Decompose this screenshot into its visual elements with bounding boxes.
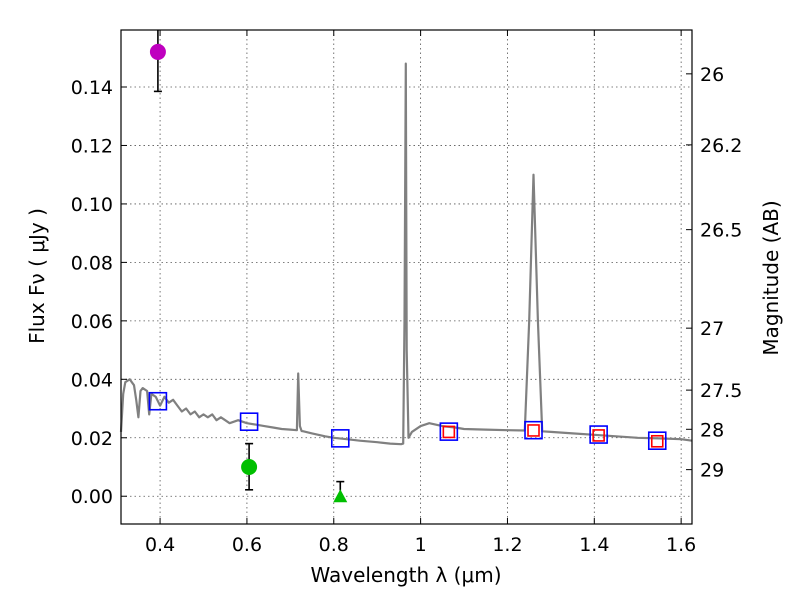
x-tick-label: 0.4 [145, 534, 175, 556]
model-photometry-marker [589, 425, 608, 444]
right-tick-label: 26.5 [700, 220, 742, 242]
right-tick-label: 29 [700, 460, 724, 482]
model-photometry-marker [442, 425, 456, 439]
x-tick-label: 1.6 [666, 534, 696, 556]
y-tick-label: 0.10 [71, 194, 113, 216]
x-tick-label: 1.4 [579, 534, 609, 556]
model-photometry-marker [647, 431, 667, 450]
right-tick-label: 28 [700, 419, 724, 441]
y-tick-label: 0.00 [71, 486, 113, 508]
y-tick-label: 0.02 [71, 428, 113, 450]
y-tick-label: 0.14 [71, 77, 113, 99]
x-axis-label: Wavelength λ (μm) [310, 563, 501, 587]
y-axis-label: Flux Fν ( μJy ) [25, 208, 49, 344]
model-photometry-marker [524, 420, 543, 440]
x-tick-label: 1.2 [492, 534, 522, 556]
points-layer [148, 30, 667, 503]
model-photometry-marker [239, 412, 259, 431]
x-tick-label: 0.6 [232, 534, 262, 556]
right-tick-label: 27.5 [700, 380, 742, 402]
model-photometry-marker [439, 422, 459, 441]
y-tick-label: 0.08 [71, 252, 113, 274]
gridlines [121, 30, 692, 524]
x-tick-label: 1 [415, 534, 427, 556]
right-tick-label: 26 [700, 64, 724, 86]
plot-frame [120, 29, 693, 525]
data-point [241, 459, 258, 475]
model-photometry-marker [527, 424, 540, 437]
spectrum-layer [119, 62, 693, 446]
model-photometry-marker [330, 429, 350, 448]
data-point [149, 43, 166, 60]
right-tick-label: 27 [700, 318, 724, 340]
ticks-layer: 0.4 0.6 0.8 1 1.2 1.4 1.6 0.00 0.02 0.04 0.06 0.08 0… [71, 30, 742, 556]
right-tick-label: 26.2 [700, 135, 742, 157]
model-spectrum-line [119, 62, 693, 446]
upper-limit-marker [333, 489, 348, 503]
y-tick-label: 0.12 [71, 135, 113, 157]
right-y-axis-label: Magnitude (AB) [759, 200, 783, 355]
model-photometry-marker [592, 429, 605, 442]
model-photometry-marker [650, 434, 664, 448]
y-tick-label: 0.04 [71, 369, 113, 391]
x-tick-label: 0.8 [319, 534, 349, 556]
model-photometry-marker [148, 391, 168, 411]
y-tick-label: 0.06 [71, 311, 113, 333]
